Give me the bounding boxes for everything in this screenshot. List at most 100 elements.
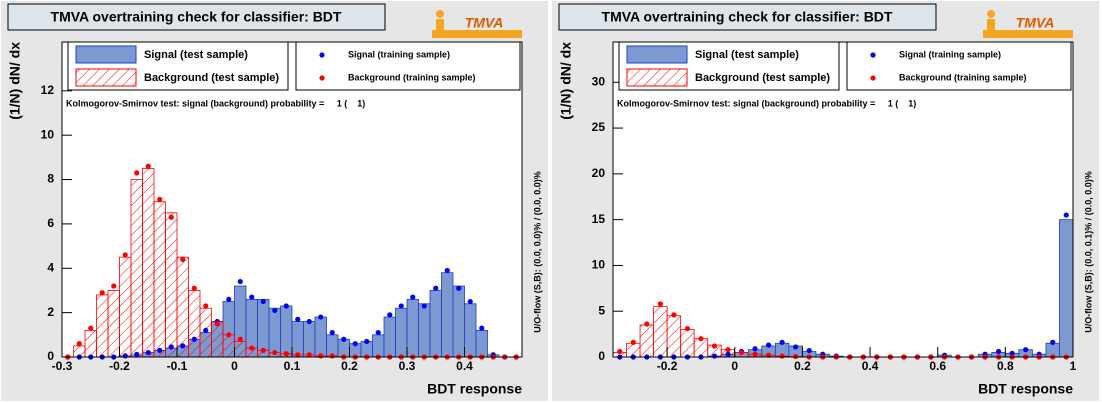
x-tick-label: 0: [731, 359, 738, 373]
x-tick-label: 0.2: [341, 359, 358, 373]
signal-bar: [314, 316, 327, 358]
training-point: [1063, 212, 1069, 218]
signal-bar: [280, 305, 293, 358]
training-point: [318, 353, 324, 359]
x-axis-label: BDT response: [427, 381, 522, 397]
training-point: [1023, 347, 1029, 353]
training-point: [752, 346, 758, 352]
signal-bar: [464, 303, 477, 358]
signal-bar: [303, 321, 316, 358]
training-point: [806, 347, 812, 354]
x-tick-label: 0.1: [284, 359, 301, 373]
training-point: [157, 347, 163, 353]
x-tick-label: 0: [231, 359, 238, 373]
training-point: [657, 301, 663, 307]
x-tick-label: 0.4: [456, 359, 473, 373]
background-bar: [188, 290, 201, 358]
training-point: [306, 352, 312, 358]
training-point: [180, 343, 186, 349]
legend-label: Background (training sample): [899, 72, 1027, 82]
training-point: [318, 314, 324, 320]
training-point: [260, 347, 266, 353]
background-bar: [666, 315, 682, 358]
legend-box: [846, 41, 1072, 91]
background-bar: [176, 256, 189, 358]
y-tick-label: 20: [592, 166, 606, 180]
title-box: [7, 3, 386, 31]
logo-body: [436, 19, 444, 30]
training-point: [752, 351, 758, 357]
training-point: [456, 285, 462, 291]
signal-bar: [418, 303, 431, 358]
legend-marker: [319, 75, 325, 81]
logo-head: [436, 10, 444, 18]
background-bar: [693, 338, 709, 358]
training-point: [249, 294, 255, 300]
background-bar: [211, 321, 224, 358]
training-point: [295, 316, 301, 322]
training-point: [995, 348, 1002, 355]
training-point: [765, 342, 772, 348]
signal-bar: [372, 334, 385, 358]
training-point: [249, 345, 255, 351]
signal-bar: [383, 316, 396, 358]
chart-title: TMVA overtraining check for classifier: …: [602, 9, 893, 25]
x-axis-label: BDT response: [978, 381, 1073, 397]
legend-box: [295, 41, 521, 91]
y-tick-label: 6: [47, 216, 54, 230]
training-point: [444, 267, 450, 274]
training-point: [203, 327, 209, 333]
training-point: [226, 332, 232, 338]
background-bar: [130, 179, 143, 358]
ks-annotation: Kolmogorov-Smirnov test: signal (backgro…: [66, 98, 365, 108]
background-bar: [153, 201, 166, 358]
overflow-note: U/O-flow (S,B): (0.0, 0.1)% / (0.0, 0.0)…: [1083, 171, 1093, 333]
training-point: [779, 339, 785, 345]
logo-bar: [983, 30, 1073, 38]
y-axis-label: (1/N) dN/ dx: [7, 42, 23, 120]
training-point: [306, 318, 312, 325]
training-point: [467, 298, 473, 305]
training-point: [644, 321, 650, 327]
training-point: [725, 351, 731, 357]
training-point: [793, 344, 799, 350]
legend-label: Background (test sample): [695, 72, 830, 84]
background-bar: [84, 329, 97, 358]
y-tick-label: 25: [592, 120, 606, 134]
training-point: [76, 341, 82, 347]
training-point: [711, 353, 718, 359]
signal-bar: [475, 329, 488, 358]
legend-marker: [870, 52, 876, 58]
signal-bar: [291, 321, 304, 358]
background-bar: [234, 341, 247, 358]
training-point: [1050, 339, 1056, 345]
y-tick-label: 15: [592, 212, 606, 226]
background-bar: [222, 334, 235, 358]
legend-label: Signal (training sample): [899, 49, 1001, 59]
training-point: [272, 307, 278, 314]
training-point: [1009, 350, 1015, 356]
training-point: [387, 312, 393, 318]
x-tick-label: 0.8: [997, 359, 1014, 373]
training-point: [738, 349, 745, 356]
x-tick-label: -0.3: [52, 359, 73, 373]
background-bar: [639, 324, 654, 358]
training-point: [765, 352, 772, 358]
training-point: [711, 343, 718, 349]
training-point: [203, 303, 209, 309]
legend-label: Signal (training sample): [348, 49, 450, 59]
background-bar: [96, 294, 109, 358]
logo-body: [987, 19, 995, 30]
training-point: [295, 352, 301, 358]
training-point: [99, 290, 105, 296]
y-tick-label: 10: [41, 127, 55, 141]
signal-bar: [268, 307, 281, 358]
title-box: [558, 3, 937, 31]
x-tick-label: 1: [1070, 359, 1077, 373]
training-point: [329, 353, 335, 359]
training-point: [698, 336, 704, 342]
y-tick-label: 5: [598, 303, 605, 317]
training-point: [630, 339, 636, 345]
ks-annotation: Kolmogorov-Smirnov test: signal (backgro…: [617, 98, 916, 108]
